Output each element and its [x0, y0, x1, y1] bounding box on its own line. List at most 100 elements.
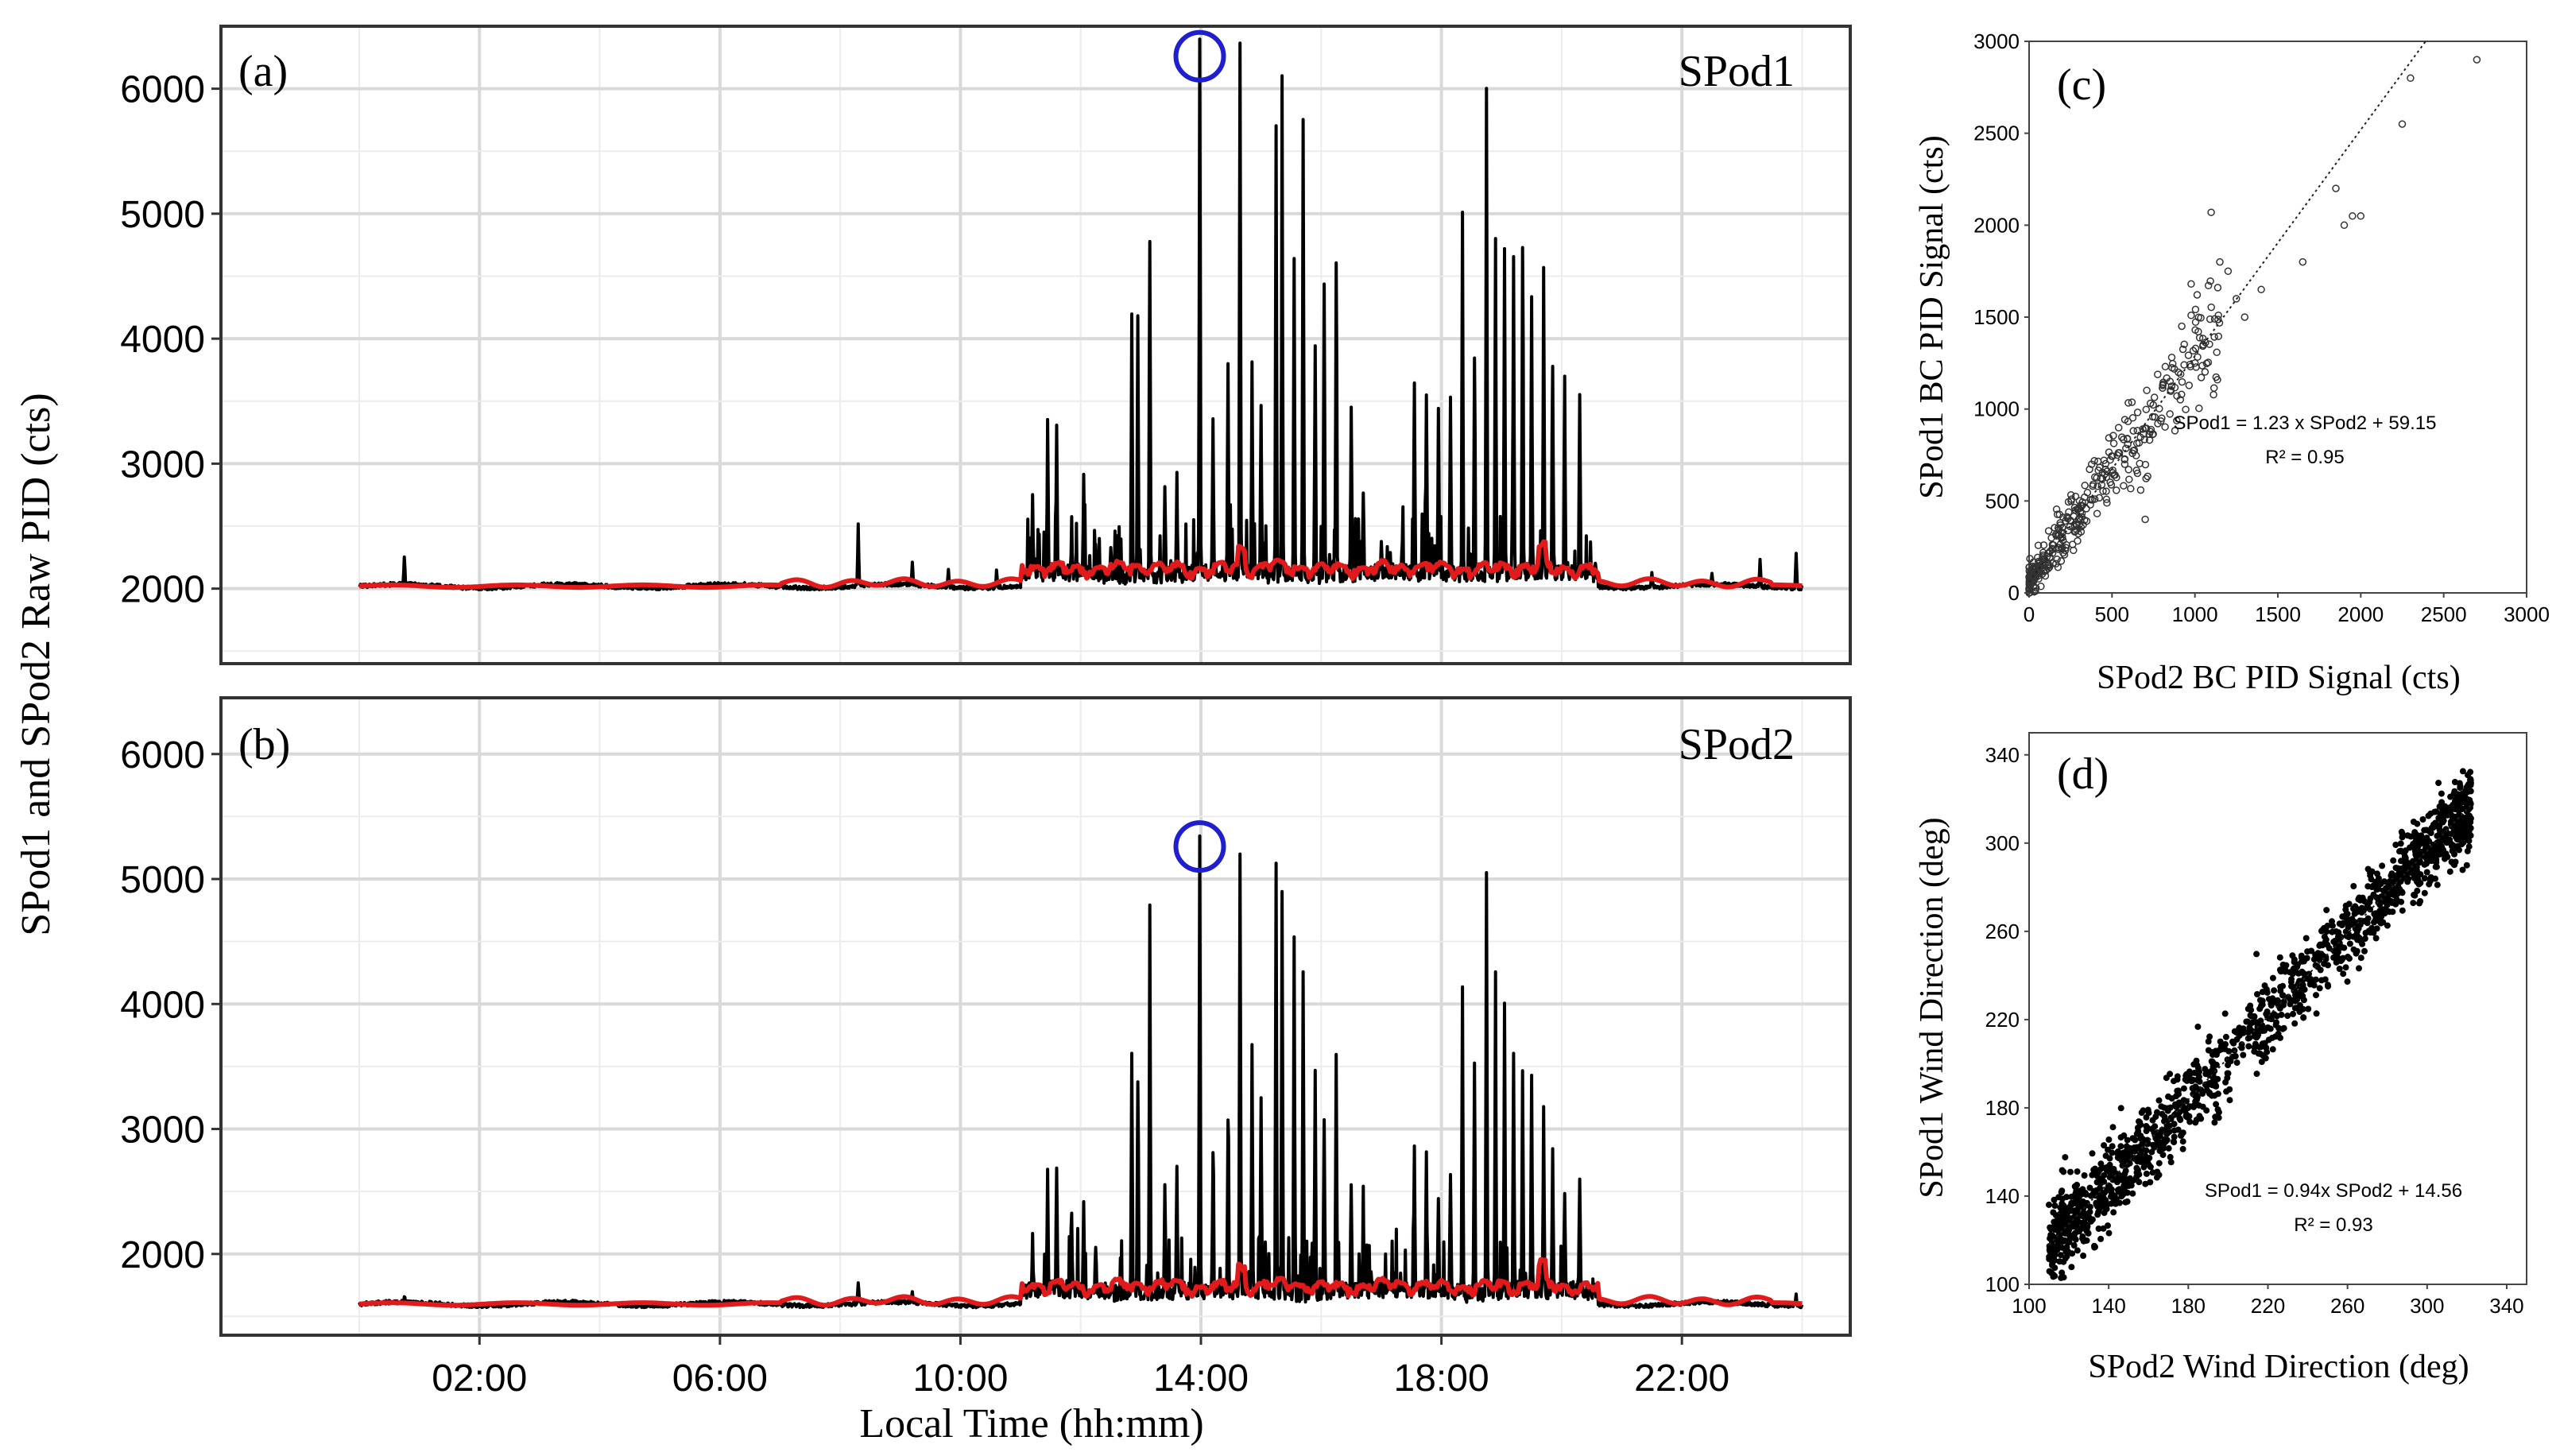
d-point — [2302, 935, 2310, 942]
c-point — [2054, 531, 2062, 540]
d-point — [2280, 1024, 2287, 1032]
panel-c-ticks: 0 500 1000 1500 2000 2500 3000 0 500 1000 1500 2000… — [1973, 29, 2550, 626]
d-point — [2456, 830, 2462, 837]
d-point — [2351, 919, 2358, 926]
d-point — [2399, 834, 2406, 841]
d-point — [2068, 1264, 2075, 1271]
c-point — [2175, 368, 2182, 377]
d-point — [2133, 1164, 2140, 1171]
d-point — [2273, 1013, 2280, 1020]
d-point — [2355, 925, 2362, 932]
d-point — [2322, 976, 2329, 983]
d-point — [2324, 922, 2331, 929]
d-point — [2357, 937, 2364, 944]
c-point — [2109, 470, 2118, 479]
d-point — [2316, 956, 2323, 963]
c-point — [2407, 74, 2415, 83]
d-point — [2434, 881, 2441, 889]
d-point — [2444, 836, 2451, 843]
c-point — [2127, 485, 2135, 493]
d-point — [2050, 1209, 2057, 1216]
d-point — [2444, 854, 2451, 861]
d-point — [2345, 931, 2352, 938]
panel-a-y-ticks: 2000 3000 4000 5000 6000 — [120, 69, 221, 611]
c-point — [2026, 576, 2034, 584]
c-point — [2199, 340, 2207, 349]
d-point — [2194, 1023, 2202, 1030]
d-point — [2248, 1027, 2255, 1034]
d-point — [2124, 1137, 2131, 1144]
d-point — [2089, 1171, 2096, 1179]
panel-c-points — [2025, 56, 2481, 597]
d-xtick-label: 340 — [2489, 1294, 2523, 1318]
d-point — [2425, 812, 2432, 819]
c-point — [2109, 466, 2117, 474]
d-point — [2366, 899, 2373, 906]
d-point — [2105, 1136, 2113, 1143]
d-point — [2210, 1060, 2217, 1067]
d-point — [2074, 1168, 2081, 1175]
d-point — [2416, 900, 2423, 907]
panel-d-scatter: 100 140 180 220 260 300 340 100 140 180 220 260 300 3… — [1914, 732, 2527, 1385]
d-point — [2295, 961, 2302, 968]
c-point — [2176, 396, 2185, 404]
c-point — [2214, 311, 2222, 319]
c-point — [2056, 519, 2064, 527]
d-point — [2155, 1160, 2163, 1167]
d-point — [2137, 1121, 2144, 1129]
d-point — [2435, 780, 2442, 787]
c-point — [2039, 541, 2048, 549]
d-point — [2465, 796, 2472, 804]
c-point — [2079, 521, 2087, 529]
d-point — [2109, 1166, 2116, 1173]
d-point — [2404, 878, 2411, 885]
d-point — [2062, 1245, 2068, 1253]
d-point — [2321, 933, 2328, 940]
d-point — [2277, 987, 2284, 994]
c-point — [2132, 440, 2141, 447]
c-ytick-label: 0 — [2008, 581, 2020, 605]
d-point — [2213, 1101, 2220, 1108]
c-point — [2053, 556, 2061, 563]
c-point — [2125, 475, 2133, 483]
c-point — [2167, 385, 2175, 394]
d-point — [2341, 944, 2348, 951]
c-point — [2044, 560, 2052, 568]
d-point — [2124, 1181, 2132, 1187]
d-point — [2155, 1097, 2163, 1104]
d-point — [2246, 1034, 2253, 1041]
d-point — [2308, 947, 2315, 955]
d-point — [2225, 1047, 2233, 1055]
d-point — [2248, 1019, 2256, 1026]
d-point — [2078, 1225, 2086, 1232]
d-point — [2247, 1012, 2254, 1019]
c-point — [2349, 212, 2357, 220]
d-point — [2163, 1127, 2170, 1134]
d-point — [2080, 1253, 2087, 1259]
c-point — [2216, 258, 2224, 266]
c-point — [2067, 517, 2075, 525]
d-point — [2167, 1153, 2174, 1160]
c-point — [2233, 295, 2240, 303]
panel-a-frame — [219, 25, 1852, 665]
c-point — [2049, 559, 2057, 567]
d-point — [2390, 857, 2397, 864]
d-point — [2309, 979, 2316, 986]
d-point — [2411, 847, 2419, 854]
c-point — [2204, 281, 2213, 290]
c-point — [2206, 277, 2214, 285]
c-point — [2132, 467, 2140, 474]
c-point — [2191, 326, 2199, 334]
d-point — [2370, 882, 2377, 889]
d-point — [2165, 1144, 2172, 1152]
d-point — [2165, 1093, 2172, 1100]
d-point — [2226, 1097, 2233, 1104]
d-point — [2259, 997, 2266, 1005]
c-point — [2129, 427, 2137, 435]
a-baseline-line — [358, 539, 1803, 591]
b-ytick-label: 6000 — [120, 734, 205, 776]
d-point — [2291, 1020, 2299, 1027]
c-point — [2120, 482, 2128, 490]
d-point — [2463, 862, 2470, 869]
d-point — [2177, 1117, 2184, 1124]
